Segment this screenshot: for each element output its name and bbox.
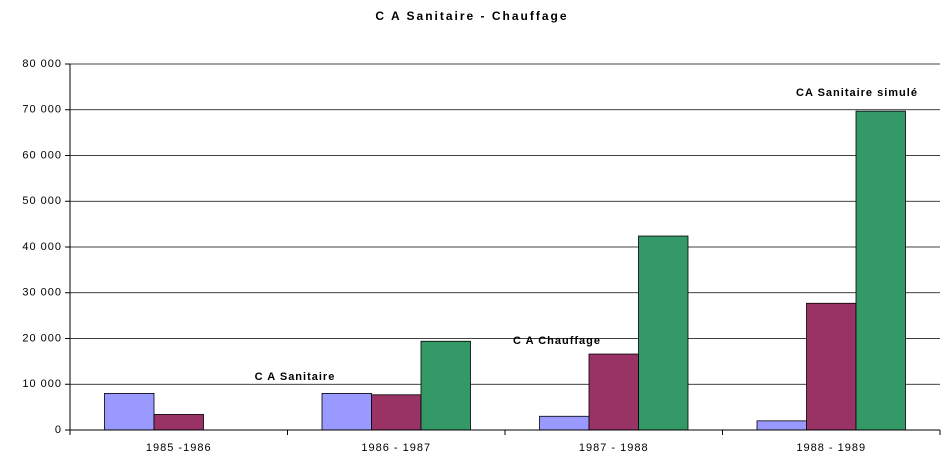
y-tick-label: 60 000 — [22, 149, 62, 161]
x-tick-label: 1985 -1986 — [146, 442, 212, 454]
series-label: C A Sanitaire — [255, 371, 336, 383]
y-tick-label: 10 000 — [22, 378, 62, 390]
y-tick-label: 20 000 — [22, 332, 62, 344]
y-tick-label: 70 000 — [22, 104, 62, 116]
y-tick-label: 30 000 — [22, 287, 62, 299]
bar — [855, 110, 906, 431]
x-tick-label: 1986 - 1987 — [361, 442, 431, 454]
bar — [420, 340, 471, 431]
bar — [371, 394, 422, 431]
bar — [756, 420, 807, 431]
x-tick-label: 1988 - 1989 — [796, 442, 866, 454]
y-tick-label: 80 000 — [22, 58, 62, 70]
bar — [806, 302, 857, 431]
y-tick-label: 40 000 — [22, 241, 62, 253]
x-tick-label: 1987 - 1988 — [579, 442, 649, 454]
bar — [153, 414, 204, 431]
series-label: CA Sanitaire simulé — [796, 87, 918, 99]
bar — [638, 235, 689, 431]
series-label: C A Chauffage — [513, 335, 601, 347]
y-tick-label: 0 — [55, 424, 62, 436]
bar — [539, 415, 590, 431]
bar — [104, 392, 155, 431]
bar — [321, 392, 372, 431]
bar — [588, 353, 639, 431]
chart-title: C A Sanitaire - Chauffage — [375, 9, 568, 23]
y-tick-label: 50 000 — [22, 195, 62, 207]
